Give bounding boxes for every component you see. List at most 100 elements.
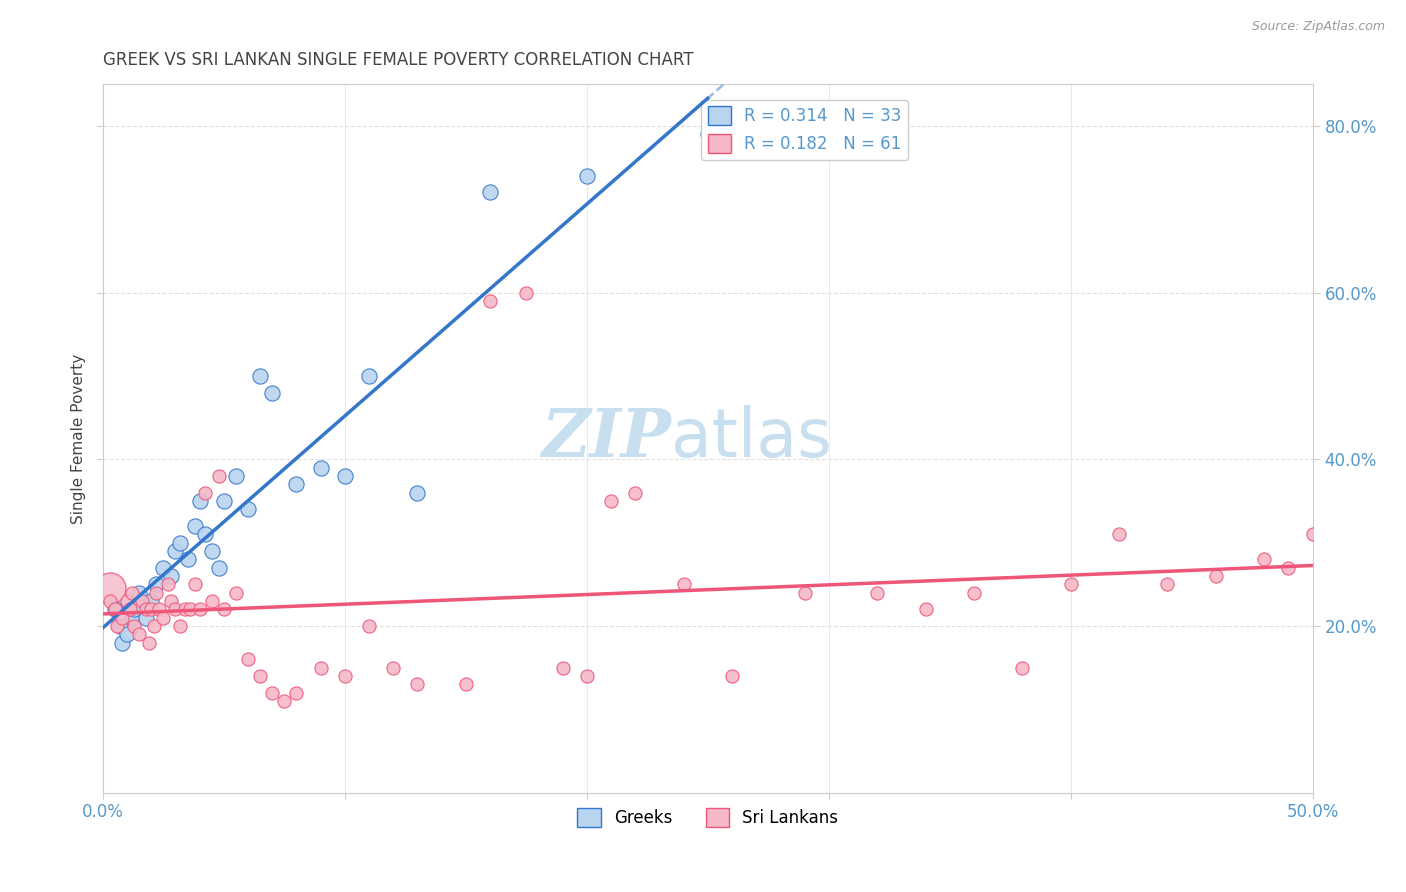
Point <box>145 585 167 599</box>
Point <box>515 285 537 300</box>
Point <box>793 585 815 599</box>
Point <box>115 594 138 608</box>
Point <box>249 368 271 383</box>
Point <box>262 685 284 699</box>
Point <box>124 619 146 633</box>
Text: GREEK VS SRI LANKAN SINGLE FEMALE POVERTY CORRELATION CHART: GREEK VS SRI LANKAN SINGLE FEMALE POVERT… <box>103 51 693 69</box>
Point <box>141 602 163 616</box>
Point <box>104 602 127 616</box>
Point <box>108 619 131 633</box>
Point <box>273 694 295 708</box>
Point <box>624 485 647 500</box>
Point <box>169 619 191 633</box>
Point <box>696 127 718 141</box>
Point <box>145 577 167 591</box>
Point <box>208 469 231 483</box>
Point <box>225 585 247 599</box>
Point <box>1108 527 1130 541</box>
Point <box>118 602 141 616</box>
Point <box>479 293 502 308</box>
Point <box>124 602 146 616</box>
Point <box>111 635 134 649</box>
Point <box>115 627 138 641</box>
Point <box>357 368 380 383</box>
Point <box>165 602 187 616</box>
Point <box>262 385 284 400</box>
Point <box>128 585 150 599</box>
Point <box>963 585 986 599</box>
Text: ZIP: ZIP <box>541 406 672 471</box>
Point <box>131 594 153 608</box>
Point <box>1205 569 1227 583</box>
Point <box>236 502 259 516</box>
Point <box>309 460 332 475</box>
Text: Source: ZipAtlas.com: Source: ZipAtlas.com <box>1251 20 1385 33</box>
Y-axis label: Single Female Poverty: Single Female Poverty <box>72 353 86 524</box>
Point <box>201 544 224 558</box>
Point <box>111 610 134 624</box>
Point <box>1302 527 1324 541</box>
Point <box>454 677 477 691</box>
Text: atlas: atlas <box>672 405 832 471</box>
Point <box>212 494 235 508</box>
Point <box>1156 577 1178 591</box>
Point <box>104 602 127 616</box>
Point <box>357 619 380 633</box>
Point <box>135 610 157 624</box>
Point <box>551 660 574 674</box>
Point <box>1011 660 1033 674</box>
Point <box>208 560 231 574</box>
Point <box>184 577 207 591</box>
Point <box>184 519 207 533</box>
Point <box>285 685 308 699</box>
Point <box>225 469 247 483</box>
Point <box>1253 552 1275 566</box>
Point <box>382 660 405 674</box>
Point <box>249 669 271 683</box>
Point <box>672 577 695 591</box>
Point <box>1277 560 1299 574</box>
Point <box>236 652 259 666</box>
Point <box>169 535 191 549</box>
Point <box>179 602 201 616</box>
Point <box>128 627 150 641</box>
Point <box>152 560 174 574</box>
Point <box>174 602 197 616</box>
Point <box>333 469 356 483</box>
Point <box>914 602 936 616</box>
Point <box>188 494 211 508</box>
Point <box>333 669 356 683</box>
Point <box>193 527 215 541</box>
Point <box>148 602 170 616</box>
Point <box>193 485 215 500</box>
Point <box>479 186 502 200</box>
Point <box>575 169 598 183</box>
Point <box>98 582 121 596</box>
Point <box>406 485 429 500</box>
Point <box>138 635 160 649</box>
Point <box>121 585 143 599</box>
Point <box>142 619 165 633</box>
Legend: Greeks, Sri Lankans: Greeks, Sri Lankans <box>571 801 845 834</box>
Point <box>152 610 174 624</box>
Point <box>406 677 429 691</box>
Point <box>141 594 163 608</box>
Point <box>285 477 308 491</box>
Point <box>121 610 143 624</box>
Point <box>176 552 198 566</box>
Point <box>98 594 121 608</box>
Point <box>721 669 744 683</box>
Point <box>157 577 180 591</box>
Point <box>107 619 129 633</box>
Point <box>866 585 889 599</box>
Point <box>188 602 211 616</box>
Point <box>309 660 332 674</box>
Point <box>1060 577 1083 591</box>
Point <box>575 669 598 683</box>
Point <box>159 569 181 583</box>
Point <box>201 594 224 608</box>
Point <box>135 602 157 616</box>
Point <box>600 494 623 508</box>
Point <box>212 602 235 616</box>
Point <box>165 544 187 558</box>
